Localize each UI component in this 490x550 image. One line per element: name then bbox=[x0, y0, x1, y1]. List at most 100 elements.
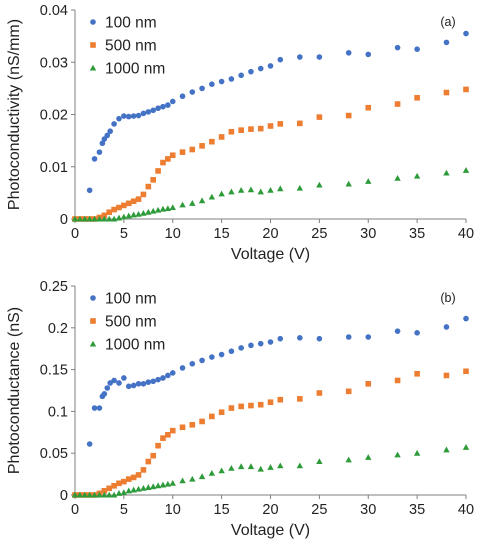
data-point bbox=[365, 381, 372, 387]
x-tick-label: 15 bbox=[214, 502, 230, 518]
data-point bbox=[164, 480, 172, 487]
data-point bbox=[267, 399, 274, 406]
series-1000-nm bbox=[71, 444, 470, 498]
data-point bbox=[106, 491, 113, 498]
data-point bbox=[154, 482, 162, 489]
data-point bbox=[414, 370, 420, 377]
data-point bbox=[218, 190, 225, 197]
x-tick-label: 5 bbox=[120, 502, 128, 518]
data-point bbox=[189, 89, 196, 95]
data-point bbox=[106, 485, 113, 492]
data-point bbox=[130, 474, 137, 481]
data-point bbox=[86, 491, 93, 498]
series-500-nm bbox=[72, 368, 469, 498]
y-tick-label: 0.05 bbox=[40, 446, 68, 462]
data-point bbox=[297, 120, 303, 127]
data-point bbox=[160, 103, 166, 110]
data-point bbox=[199, 418, 205, 425]
data-point bbox=[101, 488, 108, 494]
legend-marker bbox=[90, 42, 96, 48]
x-tick-label: 20 bbox=[262, 502, 278, 518]
data-point bbox=[257, 65, 264, 72]
data-point bbox=[189, 475, 196, 482]
x-axis-label: Voltage (V) bbox=[231, 522, 310, 539]
data-point bbox=[297, 396, 303, 402]
data-point bbox=[443, 324, 450, 330]
legend-label: 500 nm bbox=[105, 314, 157, 331]
data-point bbox=[316, 458, 323, 465]
data-point bbox=[101, 212, 108, 219]
x-tick-label: 35 bbox=[409, 226, 425, 242]
data-point bbox=[159, 481, 167, 488]
y-tick-label: 0.04 bbox=[40, 3, 68, 19]
y-tick-label: 0 bbox=[60, 488, 68, 504]
data-point bbox=[91, 405, 98, 411]
data-point bbox=[218, 409, 225, 416]
x-tick-label: 10 bbox=[165, 226, 181, 242]
data-point bbox=[218, 467, 225, 474]
data-point bbox=[76, 491, 84, 498]
data-point bbox=[140, 485, 147, 491]
data-point bbox=[189, 200, 196, 206]
data-point bbox=[96, 491, 103, 498]
data-point bbox=[121, 375, 127, 381]
data-point bbox=[135, 196, 142, 202]
series-1000-nm bbox=[71, 167, 470, 222]
data-point bbox=[96, 215, 103, 222]
data-point bbox=[345, 180, 352, 187]
data-point bbox=[463, 86, 469, 93]
data-point bbox=[115, 490, 123, 496]
data-point bbox=[199, 357, 205, 364]
data-point bbox=[209, 354, 215, 360]
data-point bbox=[150, 452, 156, 459]
data-point bbox=[228, 128, 235, 135]
y-tick-label: 0.2 bbox=[48, 321, 68, 337]
data-point bbox=[125, 212, 132, 219]
data-point bbox=[267, 186, 274, 193]
data-point bbox=[394, 174, 401, 181]
data-point bbox=[257, 340, 264, 347]
data-point bbox=[413, 449, 421, 456]
data-point bbox=[257, 401, 264, 408]
data-point bbox=[145, 109, 152, 115]
data-point bbox=[414, 94, 420, 101]
data-point bbox=[135, 472, 142, 478]
data-point bbox=[345, 50, 352, 56]
data-point bbox=[365, 178, 372, 184]
data-point bbox=[277, 121, 284, 127]
data-point bbox=[130, 486, 137, 493]
data-point bbox=[111, 121, 117, 127]
chart-panel-b: 0 5 10 15 20 25 30 35 40 0 0.05 0.1 0.15 0.2 0.25 Volta… bbox=[6, 279, 474, 539]
data-point bbox=[169, 98, 176, 105]
panel-label: (a) bbox=[440, 15, 455, 29]
data-point bbox=[120, 489, 128, 495]
data-point bbox=[414, 330, 420, 336]
data-point bbox=[218, 134, 225, 140]
data-point bbox=[267, 464, 274, 470]
data-point bbox=[297, 54, 303, 60]
data-point bbox=[101, 491, 108, 498]
data-point bbox=[238, 72, 244, 79]
data-point bbox=[125, 487, 132, 494]
data-point bbox=[135, 485, 142, 492]
x-tick-label: 40 bbox=[458, 502, 474, 518]
data-point bbox=[104, 132, 111, 139]
legend-marker bbox=[89, 64, 97, 71]
data-point bbox=[462, 167, 470, 173]
data-point bbox=[267, 63, 274, 69]
data-point bbox=[296, 462, 304, 469]
data-point bbox=[135, 112, 142, 119]
data-point bbox=[179, 201, 186, 208]
data-point bbox=[345, 388, 352, 395]
data-point bbox=[208, 193, 216, 200]
data-point bbox=[443, 39, 450, 46]
data-point bbox=[443, 446, 450, 453]
data-point bbox=[228, 76, 235, 82]
data-point bbox=[99, 140, 106, 147]
data-point bbox=[140, 209, 147, 216]
data-point bbox=[179, 149, 186, 155]
data-point bbox=[218, 78, 225, 85]
data-point bbox=[91, 491, 98, 498]
data-point bbox=[160, 159, 166, 166]
data-point bbox=[267, 123, 274, 129]
